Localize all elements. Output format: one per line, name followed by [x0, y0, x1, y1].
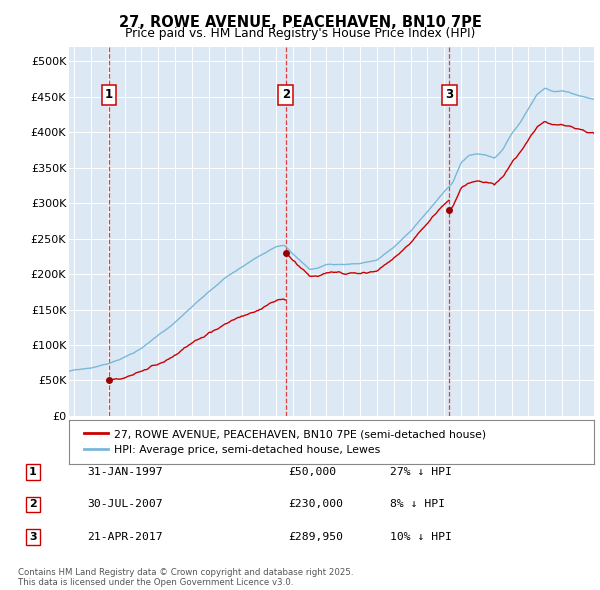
- Text: £50,000: £50,000: [288, 467, 336, 477]
- Text: 3: 3: [445, 88, 454, 101]
- Text: Contains HM Land Registry data © Crown copyright and database right 2025.
This d: Contains HM Land Registry data © Crown c…: [18, 568, 353, 587]
- Text: 27% ↓ HPI: 27% ↓ HPI: [390, 467, 452, 477]
- Text: £289,950: £289,950: [288, 532, 343, 542]
- Text: 10% ↓ HPI: 10% ↓ HPI: [390, 532, 452, 542]
- Text: 8% ↓ HPI: 8% ↓ HPI: [390, 500, 445, 509]
- Text: 3: 3: [29, 532, 37, 542]
- Text: 31-JAN-1997: 31-JAN-1997: [87, 467, 163, 477]
- Text: £230,000: £230,000: [288, 500, 343, 509]
- Text: 27, ROWE AVENUE, PEACEHAVEN, BN10 7PE: 27, ROWE AVENUE, PEACEHAVEN, BN10 7PE: [119, 15, 481, 30]
- Text: 2: 2: [281, 88, 290, 101]
- Legend: 27, ROWE AVENUE, PEACEHAVEN, BN10 7PE (semi-detached house), HPI: Average price,: 27, ROWE AVENUE, PEACEHAVEN, BN10 7PE (s…: [80, 425, 491, 460]
- Text: 1: 1: [29, 467, 37, 477]
- Text: 21-APR-2017: 21-APR-2017: [87, 532, 163, 542]
- Text: 1: 1: [105, 88, 113, 101]
- Text: 2: 2: [29, 500, 37, 509]
- Text: 30-JUL-2007: 30-JUL-2007: [87, 500, 163, 509]
- Text: Price paid vs. HM Land Registry's House Price Index (HPI): Price paid vs. HM Land Registry's House …: [125, 27, 475, 40]
